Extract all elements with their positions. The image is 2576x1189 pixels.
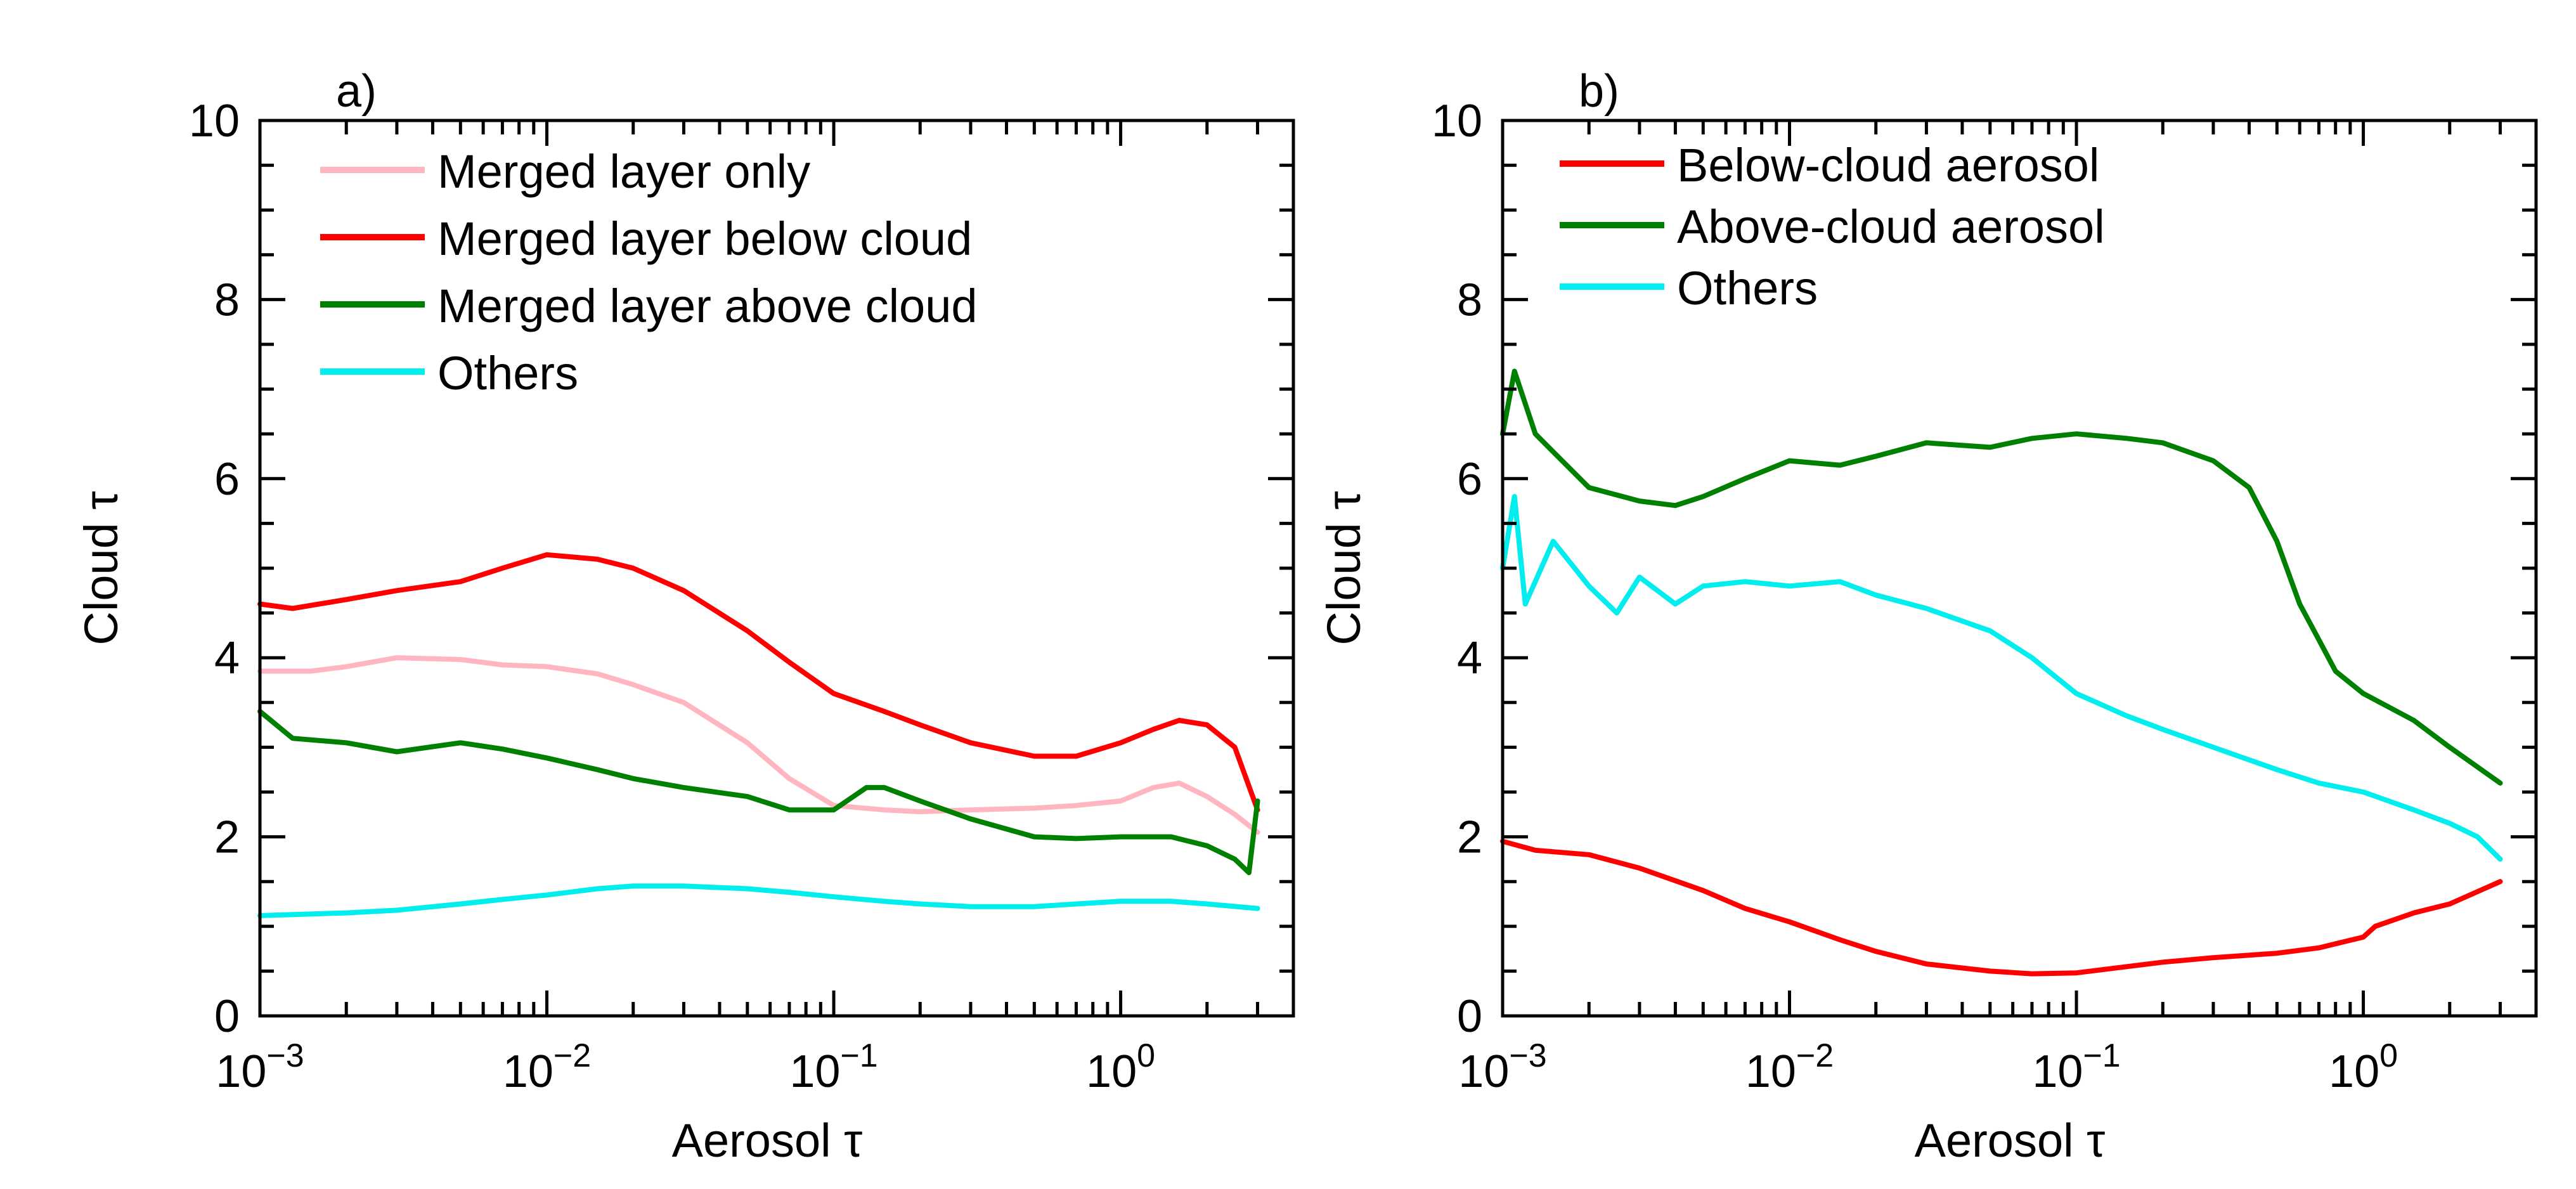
- panel-2-ytick-label: 10: [1432, 96, 1482, 146]
- panel-2-ytick-label: 0: [1457, 991, 1482, 1042]
- panel-2-series-line-2: [1500, 368, 2503, 786]
- panel-2-series-line-1: [1500, 838, 2503, 977]
- panel-1-ytick-label: 6: [214, 454, 240, 505]
- panel-2-xtick-label: 10−3: [1458, 1037, 1546, 1097]
- panel-1-ytick-label: 8: [214, 275, 240, 325]
- panel-1-xtick-label: 10−2: [503, 1037, 591, 1097]
- panel-2-xtick-label: 10−2: [1745, 1037, 1834, 1097]
- panel-1-xtick-label: 10−1: [789, 1037, 877, 1097]
- panel-1-legend-label-4: Others: [437, 347, 578, 400]
- panel-1-legend-label-2: Merged layer below cloud: [437, 212, 972, 265]
- panel-1-ytick-label: 10: [189, 96, 240, 146]
- panel-2-ytick-label: 2: [1457, 812, 1482, 863]
- panel-1-yaxis-label: Cloud τ: [75, 491, 127, 645]
- panel-2-panel-label: b): [1579, 66, 1619, 117]
- panel-1: 0 2 4 6 8 10 10−3 10−2 10−1 100 Aerosol τ Cloud τ a)…: [75, 66, 1295, 1167]
- panel-1-legend-label-1: Merged layer only: [437, 145, 810, 198]
- panel-2-axes-frame: [1501, 119, 2538, 1018]
- panel-1-ytick-label: 2: [214, 812, 240, 863]
- panel-2-xtick-label: 100: [2329, 1037, 2398, 1097]
- panel-2-legend-label-2: Above-cloud aerosol: [1677, 200, 2105, 253]
- panel-1-series-line-4: [257, 883, 1260, 918]
- panel-1-xtick-label: 10−3: [216, 1037, 304, 1097]
- panel-2-xaxis-label: Aerosol τ: [1915, 1114, 2106, 1167]
- panel-1-xtick-label: 100: [1086, 1037, 1155, 1097]
- panel-2-xtick-label: 10−1: [2032, 1037, 2120, 1097]
- panel-1-series-line-3: [257, 708, 1260, 876]
- panel-2-yaxis-label: Cloud τ: [1317, 491, 1370, 645]
- panel-2: 0 2 4 6 8 10 10−3 10−2 10−1 100 Aerosol τ Cloud τ b)…: [1317, 66, 2538, 1167]
- panel-1-ytick-label: 0: [214, 991, 240, 1042]
- panel-2-legend-label-3: Others: [1677, 262, 1818, 315]
- panel-2-ytick-label: 6: [1457, 454, 1482, 505]
- panel-1-legend-label-3: Merged layer above cloud: [437, 280, 978, 332]
- panel-1-ytick-label: 4: [214, 633, 240, 684]
- panel-2-legend-label-1: Below-cloud aerosol: [1677, 139, 2099, 192]
- panel-1-panel-label: a): [336, 66, 377, 117]
- panel-1-xaxis-label: Aerosol τ: [672, 1114, 863, 1167]
- panel-1-series-line-2: [257, 552, 1260, 813]
- panel-1-series-line-1: [257, 655, 1260, 835]
- panel-2-ytick-label: 4: [1457, 633, 1482, 684]
- panel-2-ytick-label: 8: [1457, 275, 1482, 325]
- panel-2-series-line-3: [1500, 494, 2503, 862]
